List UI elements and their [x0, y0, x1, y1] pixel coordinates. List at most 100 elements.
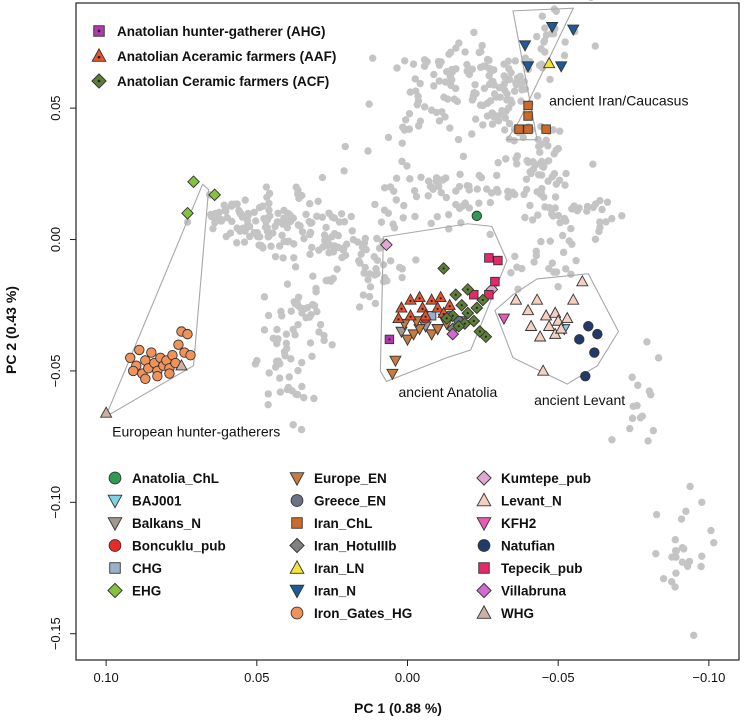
background-point: [521, 213, 529, 222]
background-point: [443, 95, 452, 103]
background-point: [292, 390, 300, 398]
background-point: [328, 233, 336, 241]
annotation-european-hunter-gatherers: European hunter-gatherers: [112, 424, 280, 440]
background-point: [489, 77, 497, 86]
sample-points-layer: [99, 21, 603, 418]
point-levant-n: [536, 364, 550, 376]
background-point: [510, 137, 518, 145]
background-point: [312, 288, 320, 296]
background-point: [538, 12, 547, 20]
background-point: [618, 211, 626, 220]
background-point: [471, 115, 480, 123]
background-point: [399, 123, 407, 131]
background-point: [530, 258, 538, 266]
y-tick-label: 0.05: [48, 95, 63, 120]
background-point: [677, 515, 686, 523]
background-point: [481, 62, 490, 71]
legend-label: Balkans_N: [132, 516, 201, 531]
background-point: [243, 216, 252, 225]
point-levant-n: [539, 309, 553, 321]
background-point: [227, 202, 236, 210]
point-europe-en: [431, 324, 444, 336]
legend-label: Natufian: [501, 539, 555, 554]
background-points-layer: [183, 0, 718, 640]
legend-marker: [91, 47, 107, 62]
background-point: [552, 180, 560, 188]
legend-marker: [107, 494, 123, 509]
background-point: [504, 193, 512, 201]
background-point: [513, 74, 522, 82]
background-point: [667, 578, 676, 586]
background-point: [603, 198, 612, 206]
point-iran-ln: [542, 56, 556, 69]
background-point: [567, 270, 575, 278]
background-point: [672, 569, 680, 577]
background-point: [241, 196, 249, 204]
background-point: [297, 425, 306, 434]
y-tick-label: −0.10: [48, 486, 63, 519]
background-point: [294, 320, 302, 329]
background-point: [420, 103, 429, 111]
point-anatolian-aceramic-farmers-aaf: [395, 301, 408, 313]
background-point: [298, 382, 306, 391]
background-point: [507, 269, 515, 277]
point-iran-chl: [514, 124, 524, 134]
x-axis-title: PC 1 (0.88 %): [354, 700, 442, 716]
point-europe-en: [401, 334, 414, 347]
background-point: [267, 242, 275, 250]
x-tick-label: −0.10: [692, 670, 725, 685]
background-point: [356, 259, 364, 267]
background-point: [410, 187, 419, 195]
legend-marker: [289, 472, 305, 487]
background-point: [496, 93, 504, 101]
background-point: [432, 108, 441, 117]
background-point: [654, 354, 663, 362]
background-point: [690, 631, 698, 640]
background-point: [330, 214, 339, 222]
background-point: [239, 225, 248, 233]
background-point: [289, 421, 297, 429]
background-point: [257, 241, 265, 250]
background-point: [420, 62, 429, 70]
legend-label: Iran_ChL: [314, 516, 373, 531]
point-levant-n: [554, 322, 568, 334]
background-point: [320, 231, 329, 239]
background-point: [294, 366, 302, 375]
background-point: [260, 293, 269, 301]
background-point: [546, 237, 554, 245]
background-point: [465, 70, 474, 79]
background-point: [318, 173, 327, 182]
background-point: [533, 92, 542, 100]
point-anatolian-ceramic-farmers-acf: [461, 283, 475, 296]
point-anatolian-aceramic-farmers-aaf: [425, 293, 438, 305]
y-tick-label: 0.00: [48, 227, 63, 252]
point-natufian: [592, 328, 603, 340]
background-point: [645, 387, 654, 395]
background-point: [444, 210, 453, 219]
legend-label: Iron_Gates_HG: [314, 606, 412, 621]
background-point: [537, 171, 546, 179]
legend-label: Iran_HotuIIIb: [314, 539, 397, 554]
background-point: [271, 222, 279, 231]
point-iran-chl: [523, 111, 533, 121]
legend-marker: [107, 582, 123, 599]
background-point: [452, 84, 460, 93]
background-point: [372, 265, 380, 273]
legend-marker: [289, 584, 305, 599]
point-iron-gates-hg: [173, 339, 184, 350]
background-point: [360, 269, 368, 277]
background-point: [463, 60, 471, 69]
background-point: [471, 81, 479, 89]
background-point: [488, 120, 497, 128]
background-point: [237, 209, 245, 218]
background-point: [279, 254, 287, 262]
background-point: [358, 243, 367, 252]
point-anatolian-aceramic-farmers-aaf: [392, 311, 405, 324]
background-point: [365, 100, 373, 108]
background-point: [338, 253, 346, 262]
background-point: [291, 263, 300, 271]
background-point: [437, 58, 445, 66]
background-point: [536, 190, 545, 198]
point-iron-gates-hg: [125, 352, 136, 363]
background-point: [339, 246, 347, 254]
